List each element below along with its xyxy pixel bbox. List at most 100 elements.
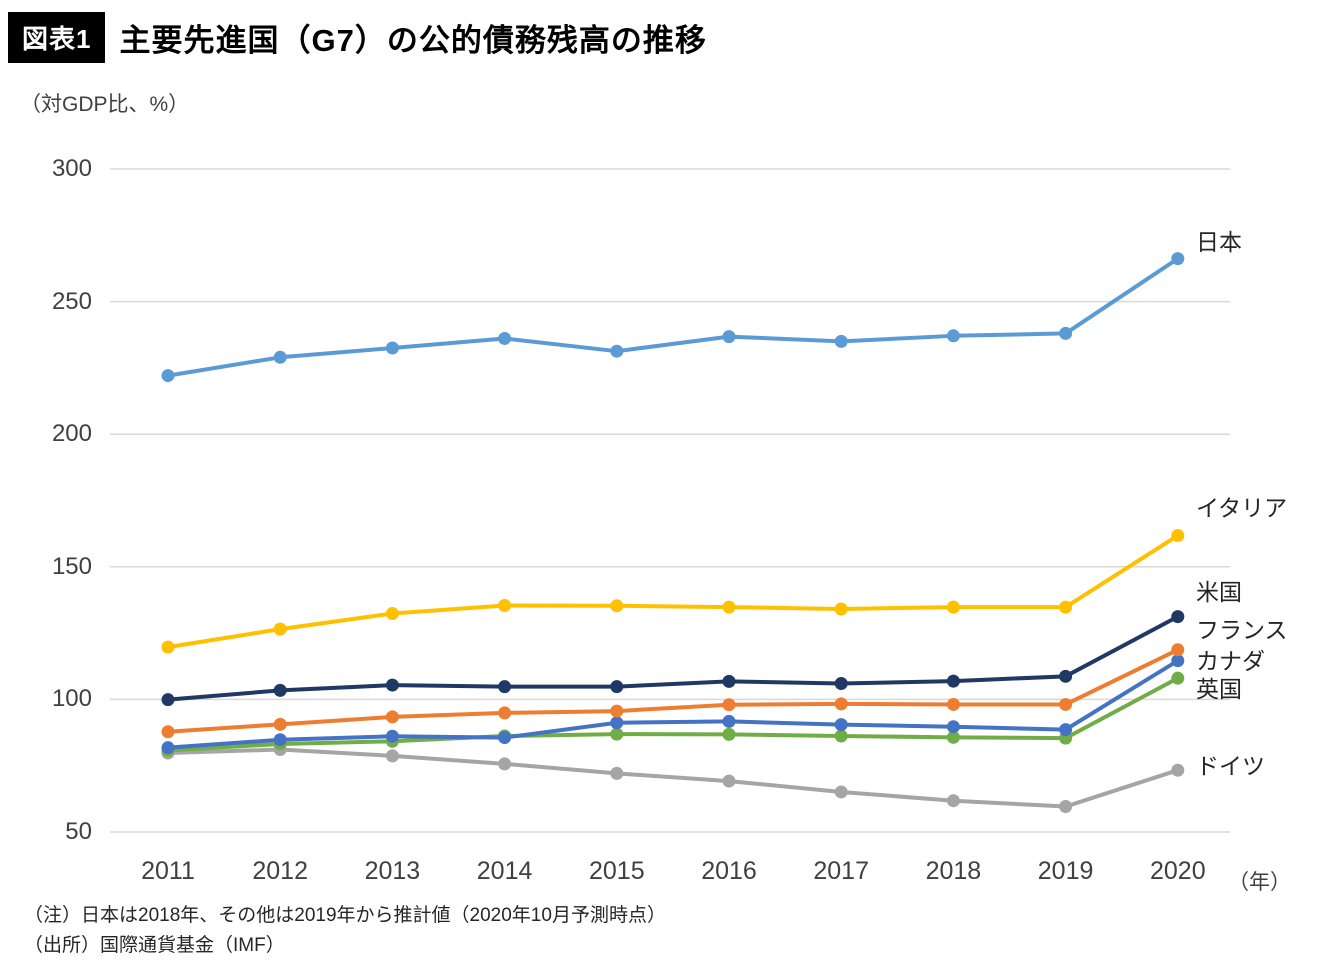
line-chart [110, 168, 1230, 833]
data-point-カナダ [161, 741, 175, 755]
data-point-カナダ [946, 720, 960, 734]
y-tick-label: 250 [51, 287, 92, 315]
x-tick-label: 2020 [1149, 857, 1206, 885]
data-point-米国 [946, 674, 960, 688]
x-tick-label: 2014 [476, 857, 533, 885]
data-point-カナダ [1171, 654, 1185, 668]
y-tick-label: 300 [51, 155, 92, 182]
footnote-note: （注）日本は2018年、その他は2019年から推計値（2020年10月予測時点） [24, 905, 666, 926]
data-point-米国 [1171, 610, 1185, 624]
series-line-英国 [166, 676, 1180, 753]
x-tick-label: 2013 [364, 857, 421, 885]
data-point-フランス [161, 725, 175, 739]
data-point-英国 [610, 727, 624, 741]
chart-title: 主要先進国（G7）の公的債務残高の推移 [119, 23, 707, 58]
data-point-フランス [498, 706, 512, 720]
data-point-カナダ [385, 729, 399, 743]
series-label-カナダ: カナダ [1196, 647, 1265, 674]
data-point-英国 [722, 727, 736, 741]
data-point-日本 [834, 334, 848, 348]
series-line-ドイツ [166, 747, 1180, 809]
data-point-日本 [385, 341, 399, 355]
data-point-日本 [722, 330, 736, 344]
data-point-米国 [610, 680, 624, 694]
data-point-米国 [834, 676, 848, 690]
data-point-日本 [498, 331, 512, 345]
data-point-イタリア [1059, 600, 1073, 614]
data-point-ドイツ [946, 794, 960, 808]
data-point-米国 [498, 680, 512, 694]
data-point-米国 [385, 678, 399, 692]
data-point-カナダ [498, 731, 512, 745]
series-label-英国: 英国 [1196, 676, 1242, 703]
data-point-フランス [610, 704, 624, 718]
y-tick-label: 200 [51, 420, 92, 448]
x-tick-label: 2011 [141, 857, 195, 885]
data-point-カナダ [722, 714, 736, 728]
data-point-イタリア [946, 600, 960, 614]
series-line-カナダ [166, 658, 1180, 750]
y-tick-label: 150 [51, 552, 92, 580]
data-point-日本 [1171, 252, 1185, 266]
footnote-source: （出所）国際通貨基金（IMF） [24, 935, 285, 956]
data-point-ドイツ [385, 749, 399, 763]
figure-badge: 図表1 [8, 12, 106, 63]
data-point-米国 [722, 674, 736, 688]
series-label-日本: 日本 [1196, 228, 1242, 255]
data-point-日本 [610, 344, 624, 358]
data-point-カナダ [1059, 723, 1073, 737]
data-point-イタリア [385, 606, 399, 620]
data-point-日本 [1059, 326, 1073, 340]
data-point-ドイツ [722, 774, 736, 788]
data-point-イタリア [610, 599, 624, 613]
data-point-英国 [1171, 671, 1185, 685]
series-line-日本 [166, 256, 1180, 378]
data-point-フランス [1171, 643, 1185, 657]
data-point-イタリア [834, 602, 848, 616]
series-label-米国: 米国 [1196, 578, 1242, 605]
x-tick-label: 2016 [701, 857, 757, 885]
data-point-イタリア [498, 599, 512, 613]
data-point-ドイツ [834, 785, 848, 799]
data-point-ドイツ [1171, 763, 1185, 777]
data-point-イタリア [161, 640, 175, 654]
data-point-米国 [1059, 669, 1073, 683]
x-tick-label: 2017 [813, 857, 869, 885]
data-point-フランス [1059, 697, 1073, 711]
series-label-ドイツ: ドイツ [1196, 753, 1265, 780]
series-line-フランス [166, 647, 1180, 734]
data-point-イタリア [1171, 529, 1185, 543]
data-point-英国 [946, 730, 960, 744]
series-line-米国 [166, 614, 1180, 702]
data-point-イタリア [273, 622, 287, 636]
data-point-ドイツ [610, 766, 624, 780]
data-point-日本 [946, 329, 960, 343]
data-point-フランス [834, 697, 848, 711]
y-axis-unit-label: （対GDP比、%） [20, 93, 190, 116]
data-point-米国 [161, 693, 175, 707]
data-point-ドイツ [1059, 800, 1073, 814]
series-line-イタリア [166, 533, 1180, 650]
data-point-イタリア [722, 600, 736, 614]
data-point-日本 [161, 369, 175, 383]
data-point-英国 [834, 729, 848, 743]
data-point-カナダ [610, 716, 624, 730]
series-label-フランス: フランス [1196, 616, 1288, 643]
data-point-カナダ [834, 718, 848, 732]
x-tick-label: 2015 [588, 857, 645, 885]
data-point-米国 [273, 683, 287, 697]
data-point-フランス [722, 698, 736, 712]
data-point-フランス [946, 697, 960, 711]
series-label-イタリア: イタリア [1196, 494, 1288, 521]
y-tick-label: 100 [51, 685, 92, 713]
data-point-日本 [273, 350, 287, 364]
x-tick-label: 2012 [252, 857, 308, 885]
chart-header: 図表1 主要先進国（G7）の公的債務残高の推移 [8, 12, 707, 63]
y-tick-label: 50 [65, 818, 92, 845]
x-tick-label: 2019 [1037, 857, 1094, 885]
data-point-フランス [385, 710, 399, 724]
data-point-カナダ [273, 733, 287, 747]
data-point-フランス [273, 717, 287, 731]
x-axis-suffix-label: （年） [1228, 871, 1291, 894]
